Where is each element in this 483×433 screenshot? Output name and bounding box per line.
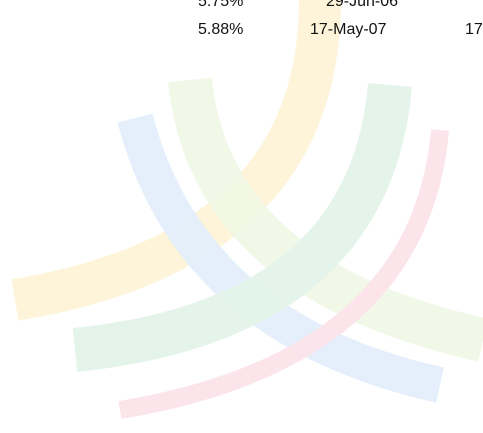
rate-cell: 5.88% (198, 21, 243, 39)
date-cell: 29-Jun-06 (326, 0, 398, 11)
rate-cell: 5.75% (198, 0, 243, 11)
watermark-logo (0, 0, 483, 433)
page: {"table": {"rows": [["5.75%", "29-Jun-06… (0, 0, 483, 433)
date-cell: 17 (465, 21, 483, 39)
date-cell: 17-May-07 (310, 21, 386, 39)
